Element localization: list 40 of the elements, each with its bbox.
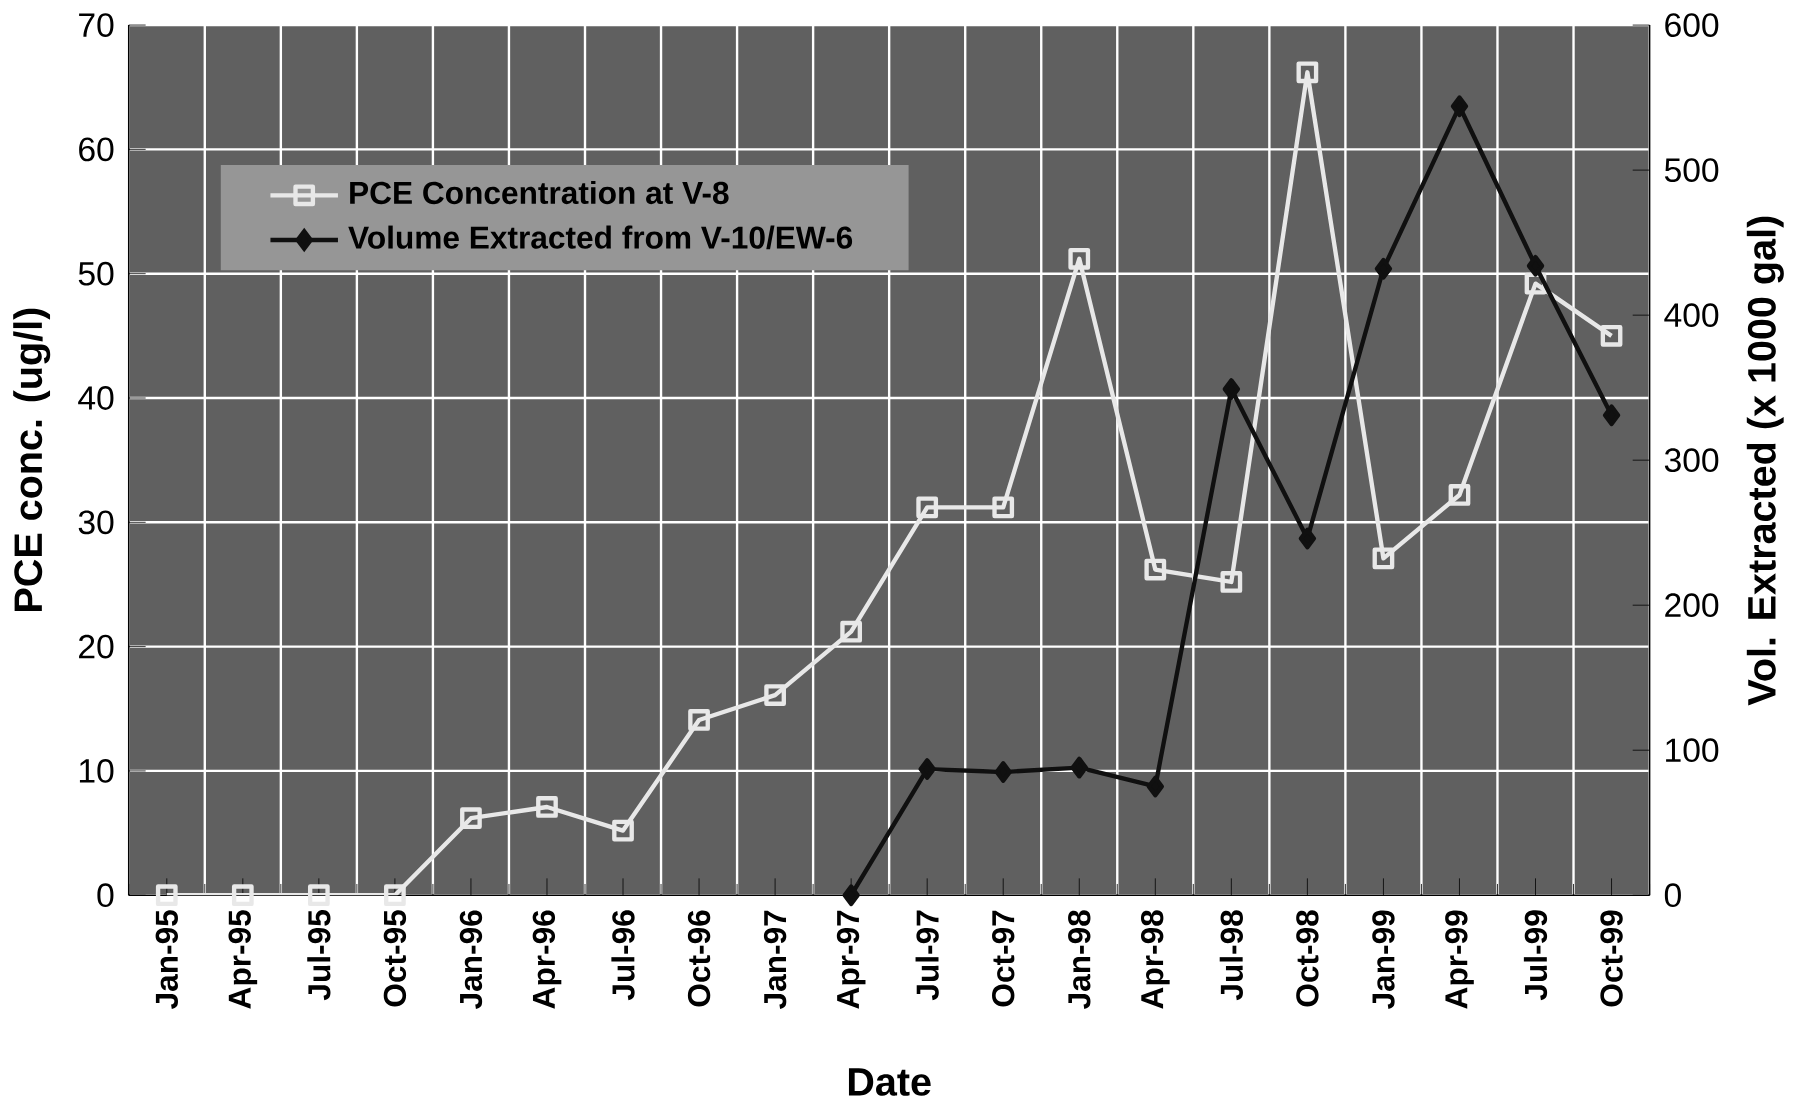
y-tick-label: 10 bbox=[79, 759, 114, 783]
y-tick-label: 40 bbox=[78, 386, 114, 410]
x-tick-label: Oct-98 bbox=[1296, 910, 1319, 1007]
x-tick-label: Apr-98 bbox=[1140, 910, 1170, 1009]
x-tick-label: Apr-99 bbox=[1445, 910, 1474, 1009]
x-tick-label: Jul-99 bbox=[1523, 910, 1548, 1001]
x-tick-label: Jan-97 bbox=[763, 910, 787, 1009]
x-tick-label: Jan-99 bbox=[1372, 910, 1395, 1009]
y2-tick-label: 100 bbox=[1666, 738, 1719, 763]
y-tick-label: 50 bbox=[78, 261, 114, 286]
x-tick-label: Jul-97 bbox=[915, 910, 939, 1001]
y2-tick-label: 0 bbox=[1664, 883, 1681, 908]
x-tick-label: Oct-99 bbox=[1600, 910, 1623, 1007]
x-tick-label: Oct-95 bbox=[383, 910, 407, 1007]
x-tick-label: Oct-97 bbox=[992, 910, 1015, 1007]
x-tick-label: Apr-95 bbox=[228, 910, 258, 1009]
y-tick-label: 0 bbox=[97, 883, 114, 908]
x-tick-label: Apr-96 bbox=[532, 910, 562, 1009]
y2-tick-label: 600 bbox=[1665, 13, 1719, 37]
x-tick-label: Jul-98 bbox=[1219, 910, 1243, 1001]
y2-tick-label: 500 bbox=[1664, 158, 1719, 182]
x-tick-label: Jan-95 bbox=[155, 910, 178, 1009]
y-tick-label: 70 bbox=[79, 13, 114, 37]
x-tick-label: Jan-96 bbox=[459, 910, 483, 1009]
y2-tick-label: 200 bbox=[1665, 593, 1719, 618]
x-tick-label: Jan-98 bbox=[1068, 910, 1091, 1009]
x-tick-label: Apr-97 bbox=[836, 910, 866, 1009]
y2-tick-label: 300 bbox=[1664, 448, 1719, 473]
x-tick-label: Jul-95 bbox=[307, 910, 331, 1001]
y2-axis-title: Vol. Extracted (x 1000 gal) bbox=[1746, 216, 1784, 706]
x-tick-label: Oct-96 bbox=[687, 910, 711, 1007]
y-axis-title: PCE conc. (ug/l) bbox=[13, 308, 51, 611]
y-tick-label: 30 bbox=[78, 510, 114, 535]
legend-label: Volume Extracted from V-10/EW-6 bbox=[348, 225, 853, 250]
y2-tick-label: 400 bbox=[1664, 303, 1719, 328]
x-tick-label: Jul-96 bbox=[611, 910, 635, 1001]
y-tick-label: 60 bbox=[79, 137, 114, 162]
x-axis-title: Date bbox=[848, 1068, 931, 1096]
legend-label: PCE Concentration at V-8 bbox=[350, 180, 729, 205]
y-tick-label: 20 bbox=[79, 634, 114, 659]
